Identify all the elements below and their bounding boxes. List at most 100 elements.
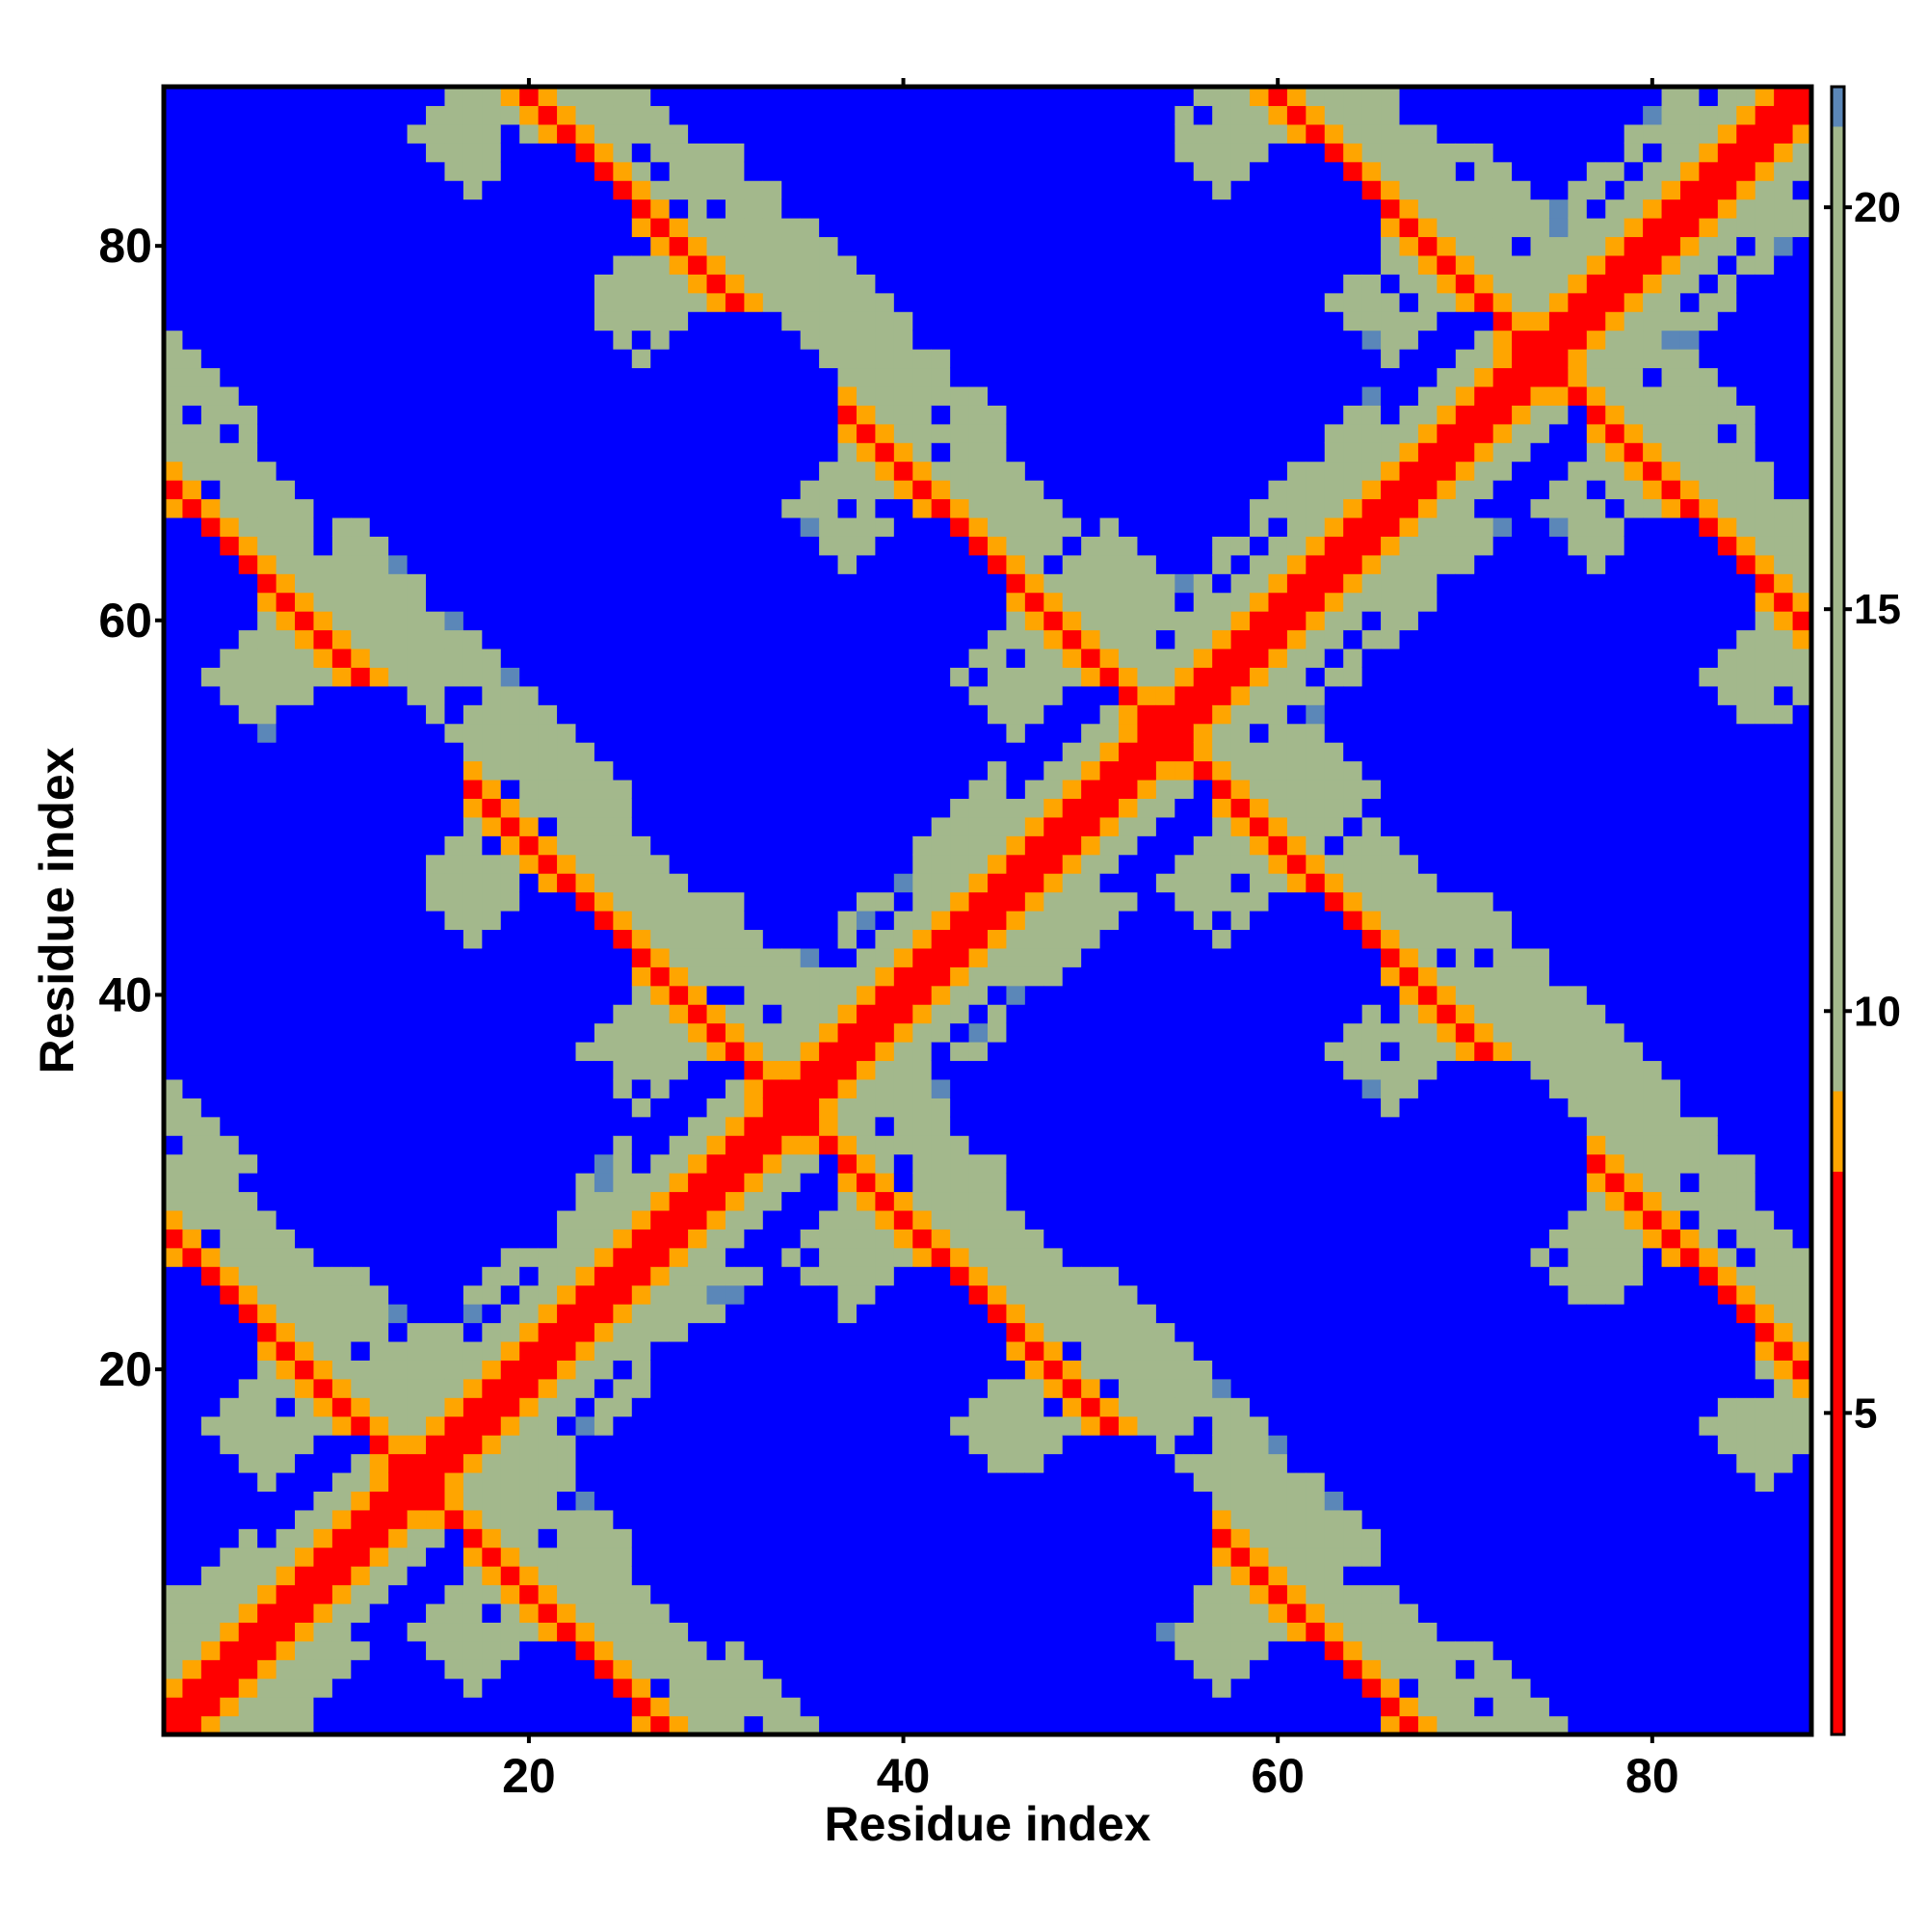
heatmap-cell — [519, 891, 540, 912]
heatmap-cell — [462, 947, 483, 967]
heatmap-cell — [800, 873, 820, 893]
heatmap-cell — [500, 161, 520, 181]
heatmap-cell — [1024, 1378, 1044, 1398]
heatmap-cell — [837, 1360, 858, 1380]
heatmap-cell — [500, 985, 520, 1005]
heatmap-cell — [538, 367, 558, 387]
heatmap-cell — [538, 349, 558, 369]
heatmap-cell — [631, 461, 651, 481]
heatmap-cell — [500, 385, 520, 406]
heatmap-cell — [781, 385, 802, 406]
heatmap-cell — [295, 1566, 315, 1586]
heatmap-cell — [276, 236, 296, 256]
heatmap-cell — [613, 1622, 633, 1642]
heatmap-cell — [220, 143, 240, 163]
heatmap-cell — [388, 1584, 409, 1604]
heatmap-cell — [276, 1416, 296, 1436]
heatmap-cell — [875, 161, 895, 181]
heatmap-cell — [369, 292, 389, 312]
heatmap-cell — [893, 1153, 913, 1174]
heatmap-cell — [164, 1191, 184, 1211]
heatmap-cell — [594, 1022, 614, 1043]
heatmap-cell — [444, 1528, 464, 1548]
heatmap-cell — [295, 835, 315, 856]
heatmap-cell — [200, 760, 221, 781]
heatmap-cell — [426, 461, 446, 481]
heatmap-cell — [200, 1471, 221, 1492]
heatmap-cell — [257, 292, 277, 312]
heatmap-cell — [575, 87, 595, 107]
heatmap-cell — [744, 218, 764, 238]
heatmap-cell — [744, 554, 764, 574]
heatmap-cell — [1155, 1078, 1175, 1098]
heatmap-cell — [1155, 1322, 1175, 1342]
heatmap-cell — [500, 929, 520, 949]
heatmap-cell — [856, 1435, 877, 1455]
heatmap-cell — [1193, 816, 1213, 836]
heatmap-cell — [482, 1322, 502, 1342]
heatmap-cell — [988, 1453, 1008, 1473]
heatmap-cell — [575, 891, 595, 912]
heatmap-cell — [200, 1622, 221, 1642]
heatmap-cell — [182, 1378, 202, 1398]
heatmap-cell — [762, 1022, 782, 1043]
heatmap-cell — [781, 105, 802, 125]
heatmap-cell — [725, 947, 745, 967]
heatmap-cell — [1099, 292, 1120, 312]
heatmap-cell — [856, 498, 877, 518]
heatmap-cell — [931, 385, 951, 406]
heatmap-cell — [781, 1266, 802, 1286]
heatmap-cell — [1119, 947, 1139, 967]
heatmap-cell — [331, 1435, 352, 1455]
heatmap-cell — [1155, 1602, 1175, 1624]
heatmap-cell — [519, 966, 540, 987]
heatmap-cell — [1024, 685, 1044, 705]
heatmap-cell — [538, 911, 558, 931]
heatmap-cell — [725, 442, 745, 463]
heatmap-cell — [1099, 254, 1120, 275]
heatmap-cell — [1137, 629, 1157, 649]
heatmap-cell — [295, 1453, 315, 1473]
heatmap-cell — [706, 929, 726, 949]
heatmap-cell — [257, 405, 277, 425]
heatmap-cell — [1006, 1584, 1026, 1604]
heatmap-cell — [631, 1584, 651, 1604]
heatmap-cell — [295, 330, 315, 350]
heatmap-cell — [182, 1004, 202, 1024]
heatmap-cell — [519, 1397, 540, 1417]
heatmap-cell — [182, 1209, 202, 1230]
heatmap-cell — [575, 554, 595, 574]
heatmap-cell — [462, 367, 483, 387]
heatmap-cell — [912, 516, 933, 537]
heatmap-cell — [313, 1173, 333, 1193]
heatmap-cell — [725, 516, 745, 537]
heatmap-cell — [988, 891, 1008, 912]
heatmap-cell — [950, 1098, 970, 1118]
heatmap-cell — [1081, 311, 1101, 331]
heatmap-cell — [837, 966, 858, 987]
heatmap-cell — [295, 498, 315, 518]
heatmap-cell — [1006, 385, 1026, 406]
heatmap-cell — [800, 198, 820, 219]
heatmap-cell — [426, 629, 446, 649]
heatmap-cell — [238, 629, 258, 649]
heatmap-cell — [1193, 1284, 1213, 1305]
heatmap-cell — [1006, 367, 1026, 387]
heatmap-cell — [557, 1715, 577, 1735]
heatmap-cell — [482, 498, 502, 518]
heatmap-cell — [1119, 873, 1139, 893]
heatmap-cell — [575, 854, 595, 874]
heatmap-cell — [1155, 648, 1175, 668]
heatmap-cell — [182, 779, 202, 800]
heatmap-cell — [295, 236, 315, 256]
heatmap-cell — [1175, 611, 1195, 631]
heatmap-cell — [407, 592, 427, 612]
heatmap-cell — [331, 330, 352, 350]
heatmap-cell — [1099, 742, 1120, 762]
heatmap-cell — [931, 292, 951, 312]
heatmap-cell — [875, 629, 895, 649]
heatmap-cell — [1081, 573, 1101, 594]
heatmap-cell — [968, 385, 989, 406]
heatmap-cell — [912, 1004, 933, 1024]
heatmap-cell — [200, 123, 221, 144]
